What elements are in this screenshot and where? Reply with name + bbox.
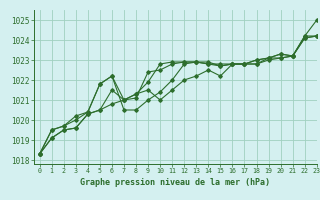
X-axis label: Graphe pression niveau de la mer (hPa): Graphe pression niveau de la mer (hPa)	[80, 178, 270, 187]
